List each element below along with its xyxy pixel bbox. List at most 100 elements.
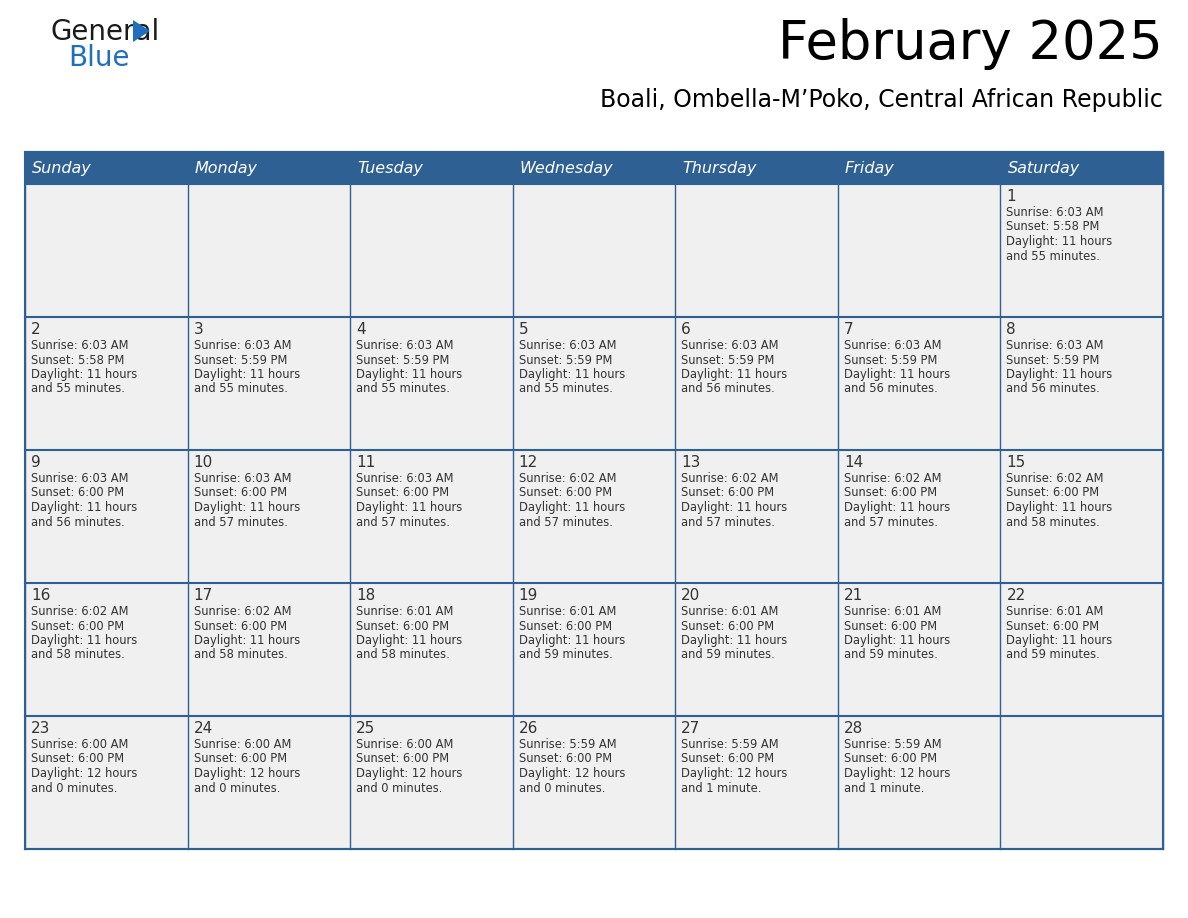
Text: Sunrise: 6:00 AM: Sunrise: 6:00 AM <box>356 738 454 751</box>
Bar <box>25 152 1163 184</box>
Bar <box>25 583 1163 716</box>
Text: Daylight: 11 hours: Daylight: 11 hours <box>519 634 625 647</box>
Text: Sunset: 6:00 PM: Sunset: 6:00 PM <box>681 620 775 633</box>
Text: and 55 minutes.: and 55 minutes. <box>1006 250 1100 263</box>
Text: 22: 22 <box>1006 588 1025 603</box>
Text: Daylight: 11 hours: Daylight: 11 hours <box>1006 634 1113 647</box>
Polygon shape <box>133 20 150 42</box>
Text: Sunrise: 6:03 AM: Sunrise: 6:03 AM <box>681 339 779 352</box>
Text: Sunrise: 6:03 AM: Sunrise: 6:03 AM <box>31 472 128 485</box>
Text: 13: 13 <box>681 455 701 470</box>
Text: Sunrise: 6:02 AM: Sunrise: 6:02 AM <box>681 472 779 485</box>
Text: Sunset: 5:59 PM: Sunset: 5:59 PM <box>356 353 449 366</box>
Text: Saturday: Saturday <box>1007 161 1080 175</box>
Text: Daylight: 11 hours: Daylight: 11 hours <box>681 368 788 381</box>
Text: Friday: Friday <box>845 161 895 175</box>
Text: and 59 minutes.: and 59 minutes. <box>681 648 775 662</box>
Text: 17: 17 <box>194 588 213 603</box>
Bar <box>25 450 1163 583</box>
Text: and 58 minutes.: and 58 minutes. <box>1006 516 1100 529</box>
Text: Daylight: 11 hours: Daylight: 11 hours <box>1006 368 1113 381</box>
Text: and 58 minutes.: and 58 minutes. <box>194 648 287 662</box>
Text: Sunset: 5:59 PM: Sunset: 5:59 PM <box>681 353 775 366</box>
Text: Sunrise: 6:03 AM: Sunrise: 6:03 AM <box>194 472 291 485</box>
Text: Daylight: 11 hours: Daylight: 11 hours <box>356 501 462 514</box>
Text: 15: 15 <box>1006 455 1025 470</box>
Text: Sunset: 6:00 PM: Sunset: 6:00 PM <box>681 487 775 499</box>
Text: and 56 minutes.: and 56 minutes. <box>681 383 775 396</box>
Text: Wednesday: Wednesday <box>519 161 613 175</box>
Text: Sunrise: 6:03 AM: Sunrise: 6:03 AM <box>519 339 617 352</box>
Text: Sunrise: 6:00 AM: Sunrise: 6:00 AM <box>31 738 128 751</box>
Text: and 57 minutes.: and 57 minutes. <box>356 516 450 529</box>
Text: 1: 1 <box>1006 189 1016 204</box>
Text: Sunset: 5:58 PM: Sunset: 5:58 PM <box>31 353 125 366</box>
Text: and 55 minutes.: and 55 minutes. <box>356 383 450 396</box>
Text: Daylight: 11 hours: Daylight: 11 hours <box>31 368 138 381</box>
Text: General: General <box>50 18 159 46</box>
Text: 8: 8 <box>1006 322 1016 337</box>
Text: Daylight: 12 hours: Daylight: 12 hours <box>681 767 788 780</box>
Text: and 55 minutes.: and 55 minutes. <box>31 383 125 396</box>
Text: Sunset: 6:00 PM: Sunset: 6:00 PM <box>843 753 937 766</box>
Text: Sunset: 6:00 PM: Sunset: 6:00 PM <box>194 487 286 499</box>
Text: Sunrise: 6:03 AM: Sunrise: 6:03 AM <box>1006 339 1104 352</box>
Text: Sunset: 6:00 PM: Sunset: 6:00 PM <box>31 753 124 766</box>
Text: and 0 minutes.: and 0 minutes. <box>194 781 280 794</box>
Text: Daylight: 11 hours: Daylight: 11 hours <box>356 634 462 647</box>
Text: Daylight: 12 hours: Daylight: 12 hours <box>356 767 462 780</box>
Text: 4: 4 <box>356 322 366 337</box>
Text: Sunset: 6:00 PM: Sunset: 6:00 PM <box>31 620 124 633</box>
Text: Daylight: 11 hours: Daylight: 11 hours <box>194 501 299 514</box>
Text: Daylight: 11 hours: Daylight: 11 hours <box>681 501 788 514</box>
Text: Daylight: 11 hours: Daylight: 11 hours <box>31 501 138 514</box>
Text: and 1 minute.: and 1 minute. <box>681 781 762 794</box>
Text: and 56 minutes.: and 56 minutes. <box>843 383 937 396</box>
Text: Sunset: 6:00 PM: Sunset: 6:00 PM <box>1006 620 1100 633</box>
Text: 7: 7 <box>843 322 853 337</box>
Text: Sunset: 6:00 PM: Sunset: 6:00 PM <box>194 753 286 766</box>
Text: Daylight: 11 hours: Daylight: 11 hours <box>681 634 788 647</box>
Text: Sunrise: 6:02 AM: Sunrise: 6:02 AM <box>31 605 128 618</box>
Text: 3: 3 <box>194 322 203 337</box>
Text: 23: 23 <box>31 721 50 736</box>
Text: Sunset: 6:00 PM: Sunset: 6:00 PM <box>519 753 612 766</box>
Text: Daylight: 12 hours: Daylight: 12 hours <box>519 767 625 780</box>
Text: Daylight: 12 hours: Daylight: 12 hours <box>843 767 950 780</box>
Text: and 59 minutes.: and 59 minutes. <box>519 648 613 662</box>
Text: Daylight: 11 hours: Daylight: 11 hours <box>194 634 299 647</box>
Text: 14: 14 <box>843 455 864 470</box>
Text: 5: 5 <box>519 322 529 337</box>
Text: Daylight: 12 hours: Daylight: 12 hours <box>31 767 138 780</box>
Text: Sunrise: 6:02 AM: Sunrise: 6:02 AM <box>519 472 617 485</box>
Text: 28: 28 <box>843 721 864 736</box>
Text: February 2025: February 2025 <box>778 18 1163 70</box>
Text: and 0 minutes.: and 0 minutes. <box>519 781 605 794</box>
Text: 10: 10 <box>194 455 213 470</box>
Text: Daylight: 11 hours: Daylight: 11 hours <box>843 634 950 647</box>
Text: Sunrise: 5:59 AM: Sunrise: 5:59 AM <box>681 738 779 751</box>
Text: Daylight: 11 hours: Daylight: 11 hours <box>31 634 138 647</box>
Text: and 57 minutes.: and 57 minutes. <box>194 516 287 529</box>
Text: Daylight: 11 hours: Daylight: 11 hours <box>356 368 462 381</box>
Text: 26: 26 <box>519 721 538 736</box>
Text: and 1 minute.: and 1 minute. <box>843 781 924 794</box>
Text: Sunset: 6:00 PM: Sunset: 6:00 PM <box>681 753 775 766</box>
Text: Sunrise: 5:59 AM: Sunrise: 5:59 AM <box>519 738 617 751</box>
Text: 25: 25 <box>356 721 375 736</box>
Text: Sunrise: 6:01 AM: Sunrise: 6:01 AM <box>681 605 778 618</box>
Text: Sunset: 6:00 PM: Sunset: 6:00 PM <box>1006 487 1100 499</box>
Text: Daylight: 12 hours: Daylight: 12 hours <box>194 767 299 780</box>
Bar <box>25 152 1163 849</box>
Text: Daylight: 11 hours: Daylight: 11 hours <box>843 501 950 514</box>
Text: Sunset: 6:00 PM: Sunset: 6:00 PM <box>31 487 124 499</box>
Text: 27: 27 <box>681 721 701 736</box>
Text: Sunset: 6:00 PM: Sunset: 6:00 PM <box>356 620 449 633</box>
Text: and 56 minutes.: and 56 minutes. <box>31 516 125 529</box>
Text: and 59 minutes.: and 59 minutes. <box>1006 648 1100 662</box>
Text: Daylight: 11 hours: Daylight: 11 hours <box>1006 501 1113 514</box>
Text: Boali, Ombella-M’Poko, Central African Republic: Boali, Ombella-M’Poko, Central African R… <box>600 88 1163 112</box>
Text: Daylight: 11 hours: Daylight: 11 hours <box>519 501 625 514</box>
Text: 19: 19 <box>519 588 538 603</box>
Text: Sunset: 6:00 PM: Sunset: 6:00 PM <box>194 620 286 633</box>
